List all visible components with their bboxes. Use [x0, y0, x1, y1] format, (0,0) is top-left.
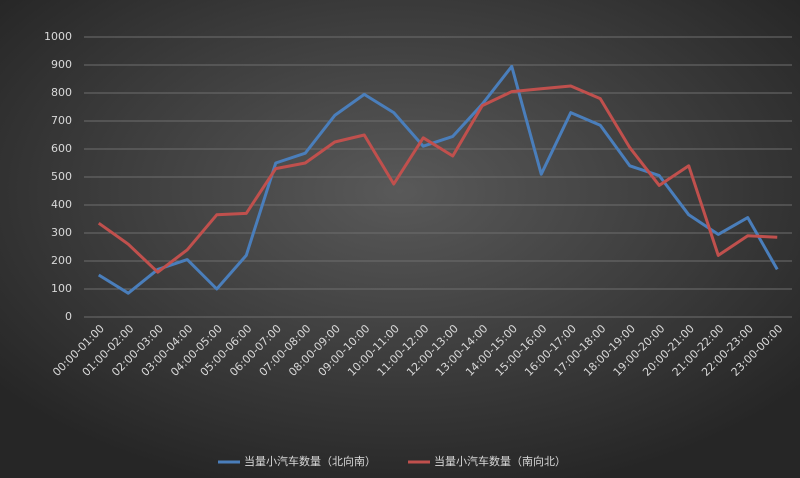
y-tick-label: 0	[65, 310, 72, 323]
y-tick-label: 300	[51, 226, 72, 239]
y-tick-label: 900	[51, 58, 72, 71]
y-tick-label: 600	[51, 142, 72, 155]
y-tick-label: 400	[51, 198, 72, 211]
y-tick-label: 100	[51, 282, 72, 295]
y-tick-label: 700	[51, 114, 72, 127]
y-tick-label: 500	[51, 170, 72, 183]
legend-label: 当量小汽车数量（北向南）	[244, 454, 376, 468]
y-tick-label: 1000	[44, 30, 72, 43]
series-line	[97, 84, 778, 274]
y-tick-label: 800	[51, 86, 72, 99]
legend-label: 当量小汽车数量（南向北）	[434, 454, 566, 468]
y-tick-label: 200	[51, 254, 72, 267]
